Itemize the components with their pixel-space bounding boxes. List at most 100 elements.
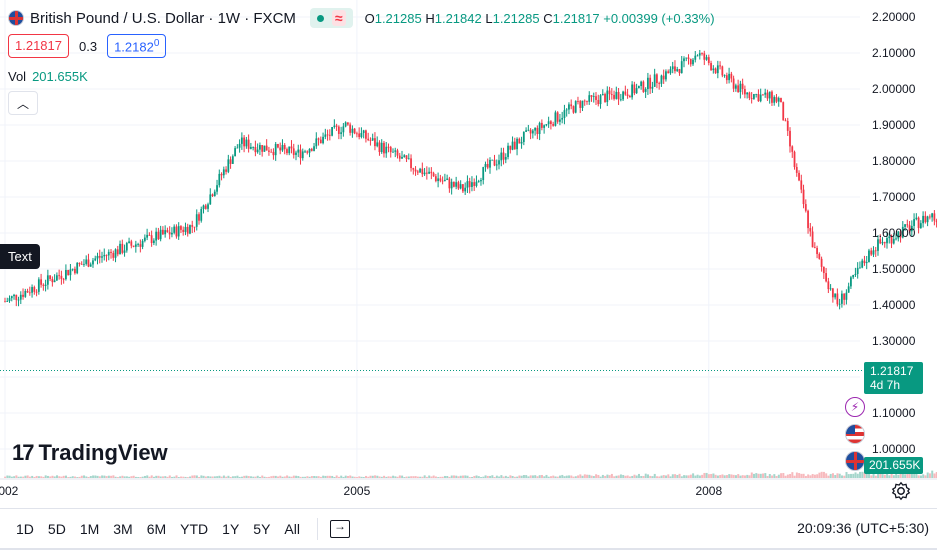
candle-body [685,57,688,59]
volume-bar [177,477,180,478]
volume-bar [432,475,435,478]
volume-bar [897,474,900,478]
volume-bar [757,473,760,478]
candle-body [83,263,85,265]
volume-bar [486,475,489,478]
timeframe-6m[interactable]: 6M [146,520,167,537]
candle-body [872,250,875,255]
timeframe-5d[interactable]: 5D [47,520,66,537]
us-flag-icon[interactable] [845,424,865,444]
candle-body [547,121,550,125]
candle-body [31,287,33,293]
volume-bar [184,476,187,478]
buy-button[interactable]: 1.21820 [107,34,167,58]
candle-body [200,209,203,221]
volume-bar [365,475,368,478]
volume-bar [412,476,415,478]
candle-body [344,122,347,127]
candle-body [495,164,498,166]
volume-bar [597,474,600,478]
last-price-value: 1.21817 [870,364,914,378]
candle-body [482,167,485,181]
volume-bar [236,475,239,478]
candle-body [337,126,340,134]
volume-bar [534,475,537,478]
y-tick-label: 2.00000 [872,82,916,96]
candle-body [209,194,212,205]
candle-body [394,150,397,152]
lightning-icon[interactable]: ⚡ [845,397,865,417]
volume-bar [191,475,194,478]
candle-body [207,204,209,209]
candle-body [529,129,532,134]
tradingview-logo[interactable]: 17 TradingView [12,440,168,466]
volume-bar [152,476,155,478]
volume-value: 201.655K [32,69,88,84]
goto-date-icon[interactable] [329,519,350,538]
sell-button[interactable]: 1.21817 [8,34,69,58]
candle-body [89,264,92,267]
volume-bar [10,476,13,478]
candle-body [283,144,286,150]
clock-timezone[interactable]: 20:09:36 (UTC+5:30) [797,520,929,536]
volume-bar [195,475,198,478]
volume-bar [277,476,280,478]
candle-body [227,159,230,172]
y-tick-label: 1.50000 [872,262,916,276]
candle-body [439,178,442,181]
candle-body [707,57,710,64]
volume-bar [818,472,821,478]
volume-bar [346,475,349,478]
volume-bar [35,475,38,478]
timeframe-1d[interactable]: 1D [16,520,34,537]
candle-body [157,231,160,240]
volume-bar [425,476,428,478]
volume-bar [780,473,783,478]
timeframe-ytd[interactable]: YTD [180,520,209,537]
volume-bar [193,475,196,478]
volume-bar [468,477,471,478]
timeframe-1y[interactable]: 1Y [222,520,240,537]
volume-bar [335,475,338,478]
collapse-legend-button[interactable]: ︿ [8,91,38,115]
timeframe-5y[interactable]: 5Y [253,520,271,537]
volume-bar [870,475,873,478]
price-chart[interactable]: 2.20000 2.10000 2.00000 1.90000 1.80000 1.700… [0,0,937,510]
candle-body [730,73,733,79]
candle-body [4,301,6,303]
candle-body [270,151,273,153]
symbol-title[interactable]: British Pound / U.S. Dollar · 1W · FXCM [30,9,296,27]
candle-body [202,205,205,210]
volume-bar [137,477,140,478]
chart-settings-icon[interactable] [890,480,912,502]
candle-body [586,101,588,103]
candle-body [908,225,911,232]
candle-body [193,226,196,228]
volume-bar [644,473,647,478]
candle-body [252,147,255,148]
volume-bar [892,475,895,478]
volume-bar [33,476,36,478]
uk-flag-icon[interactable] [845,451,865,471]
timeframe-3m[interactable]: 3M [113,520,133,537]
candle-body [922,215,924,224]
candle-body [536,127,539,135]
market-status-pill[interactable]: ≈ [309,8,353,28]
candle-body [116,249,119,255]
timeframe-1m[interactable]: 1M [79,520,100,537]
candle-body [94,258,97,261]
volume-bar [829,473,832,478]
volume-bar [626,475,629,478]
volume-bar [107,475,110,478]
candle-body [76,262,79,274]
volume-bar [473,475,476,478]
candle-body [538,122,541,135]
volume-bar [85,476,88,478]
timeframe-all[interactable]: All [284,520,300,537]
candle-body [678,69,681,74]
volume-bar [518,475,521,478]
candle-body [468,181,471,187]
volume-bar [462,475,465,478]
candle-body [658,83,661,84]
candle-body [500,152,503,161]
